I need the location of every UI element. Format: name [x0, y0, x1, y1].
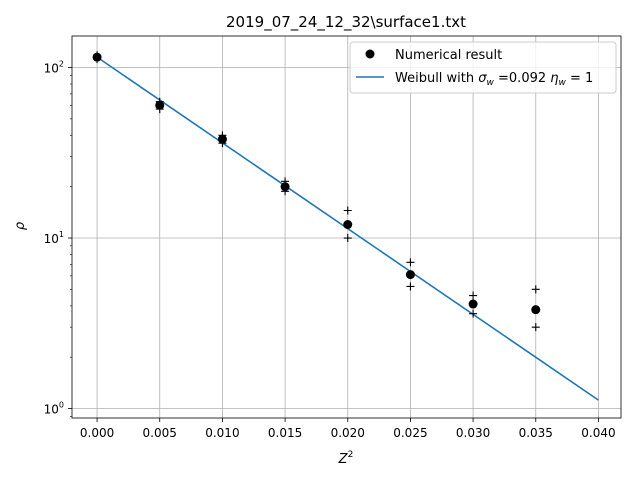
chart-title: 2019_07_24_12_32\surface1.txt: [226, 13, 466, 32]
x-tick-label: 0.015: [268, 426, 302, 440]
error-plus-marker: [531, 323, 540, 332]
error-plus-marker: [406, 282, 415, 291]
error-plus-marker: [469, 309, 478, 318]
x-tick-label: 0.040: [581, 426, 615, 440]
x-tick-label: 0.035: [519, 426, 553, 440]
plot-area: [92, 51, 599, 401]
y-tick-label: 100: [44, 401, 64, 417]
legend: Numerical result Weibull with σw =0.092 …: [349, 41, 617, 94]
y-tick-label: 102: [44, 59, 64, 75]
data-point: [531, 305, 541, 315]
y-axis-label: ρ: [13, 221, 28, 230]
x-tick-label: 0.000: [80, 426, 114, 440]
x-tick-label: 0.030: [456, 426, 490, 440]
error-plus-marker: [343, 206, 352, 215]
error-plus-marker: [343, 234, 352, 243]
axes-frame: [71, 35, 622, 419]
data-point: [405, 270, 415, 280]
data-point: [217, 134, 227, 144]
error-plus-marker: [406, 258, 415, 267]
axis-ticks: 0.000 0.005 0.010 0.015 0.020 0.025 0.030 0.035…: [44, 59, 616, 440]
error-plus-marker: [531, 285, 540, 294]
data-point: [155, 100, 165, 110]
x-tick-label: 0.020: [331, 426, 365, 440]
data-point: [280, 182, 290, 192]
x-tick-label: 0.005: [143, 426, 177, 440]
x-tick-label: 0.010: [205, 426, 239, 440]
x-axis-label: Z2: [338, 450, 354, 467]
data-point: [468, 299, 478, 309]
legend-box: [349, 41, 617, 94]
x-tick-label: 0.025: [393, 426, 427, 440]
data-point: [343, 220, 353, 230]
legend-marker-numerical: [365, 49, 375, 59]
data-point: [92, 52, 102, 62]
legend-label-numerical: Numerical result: [395, 48, 502, 63]
error-plus-marker: [469, 291, 478, 300]
y-tick-label: 101: [44, 230, 64, 246]
legend-label-weibull: Weibull with σw =0.092 ηw = 1: [395, 71, 593, 88]
